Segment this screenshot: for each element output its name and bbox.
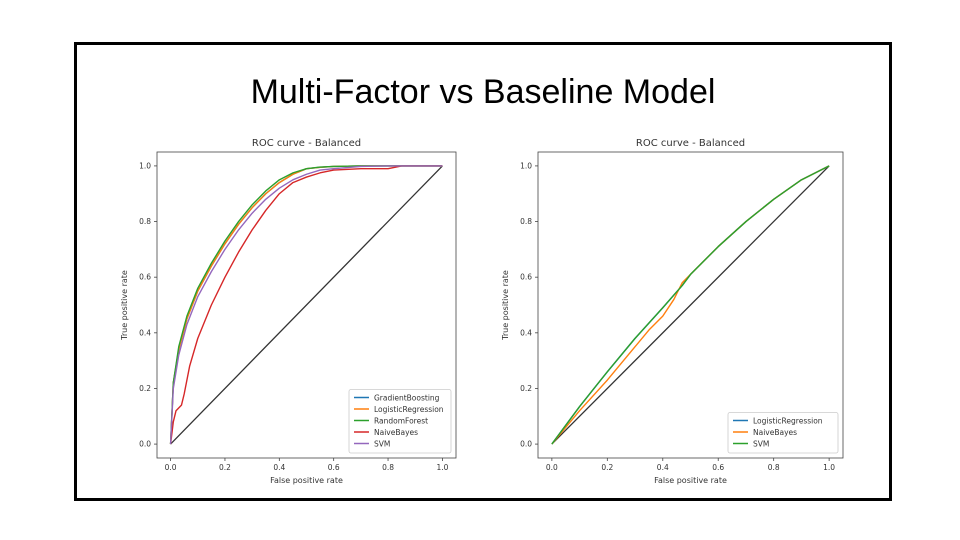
x-tick-label: 1.0 bbox=[823, 463, 835, 472]
y-axis-label: True positive rate bbox=[501, 270, 510, 341]
y-tick-label: 1.0 bbox=[139, 161, 151, 170]
series-line-naivebayes bbox=[169, 165, 443, 445]
y-tick-label: 0.0 bbox=[139, 440, 151, 449]
y-tick-label: 0.4 bbox=[139, 328, 151, 337]
legend-label: LogisticRegression bbox=[374, 405, 444, 414]
y-axis-label: True positive rate bbox=[120, 270, 129, 341]
y-tick-label: 0.8 bbox=[520, 217, 532, 226]
x-tick-label: 0.0 bbox=[546, 463, 558, 472]
series-line-svm bbox=[551, 165, 830, 445]
y-tick-label: 0.6 bbox=[520, 273, 532, 282]
roc-chart-left: ROC curve - Balanced 0.0 0.2 0.4 0.6 0.8 1.0 0.… bbox=[120, 138, 457, 485]
series-line-randomforest bbox=[169, 165, 443, 445]
y-tick-label: 1.0 bbox=[520, 161, 532, 170]
x-axis-label: False positive rate bbox=[654, 476, 727, 485]
x-axis-label: False positive rate bbox=[270, 476, 343, 485]
y-tick-label: 0.2 bbox=[520, 384, 532, 393]
chance-diagonal-line bbox=[170, 165, 443, 445]
plot-frame bbox=[156, 151, 457, 459]
legend-label: GradientBoosting bbox=[374, 394, 440, 403]
x-tick-label: 0.2 bbox=[219, 463, 231, 472]
legend-box bbox=[348, 389, 452, 454]
chart-title: ROC curve - Balanced bbox=[636, 138, 745, 149]
legend-label: NaiveBayes bbox=[753, 428, 797, 437]
x-tick-label: 0.8 bbox=[382, 463, 394, 472]
x-tick-label: 1.0 bbox=[436, 463, 448, 472]
x-tick-label: 0.6 bbox=[712, 463, 724, 472]
y-tick-label: 0.6 bbox=[139, 273, 151, 282]
legend-box bbox=[727, 412, 839, 454]
x-tick-label: 0.4 bbox=[273, 463, 285, 472]
plot-frame bbox=[537, 151, 844, 459]
slide-frame: Multi-Factor vs Baseline Model bbox=[74, 42, 892, 501]
legend-label: NaiveBayes bbox=[374, 428, 418, 437]
y-tick-label: 0.0 bbox=[520, 440, 532, 449]
series-line-svm bbox=[169, 165, 443, 445]
x-tick-label: 0.6 bbox=[328, 463, 340, 472]
x-tick-label: 0.0 bbox=[165, 463, 177, 472]
roc-chart-right: ROC curve - Balanced 0.0 0.2 0.4 0.6 0.8 1.0 0.… bbox=[501, 138, 844, 485]
legend-label: LogisticRegression bbox=[753, 417, 823, 426]
y-tick-label: 0.2 bbox=[139, 384, 151, 393]
chart-title: ROC curve - Balanced bbox=[252, 138, 361, 149]
x-tick-label: 0.4 bbox=[657, 463, 669, 472]
legend-label: SVM bbox=[753, 440, 769, 449]
x-tick-label: 0.2 bbox=[601, 463, 613, 472]
chance-diagonal-line bbox=[551, 165, 830, 445]
legend-label: SVM bbox=[374, 440, 390, 449]
slide-title: Multi-Factor vs Baseline Model bbox=[250, 73, 716, 111]
legend-label: RandomForest bbox=[374, 417, 428, 426]
y-tick-label: 0.4 bbox=[520, 328, 532, 337]
y-tick-label: 0.8 bbox=[139, 217, 151, 226]
x-tick-label: 0.8 bbox=[768, 463, 780, 472]
